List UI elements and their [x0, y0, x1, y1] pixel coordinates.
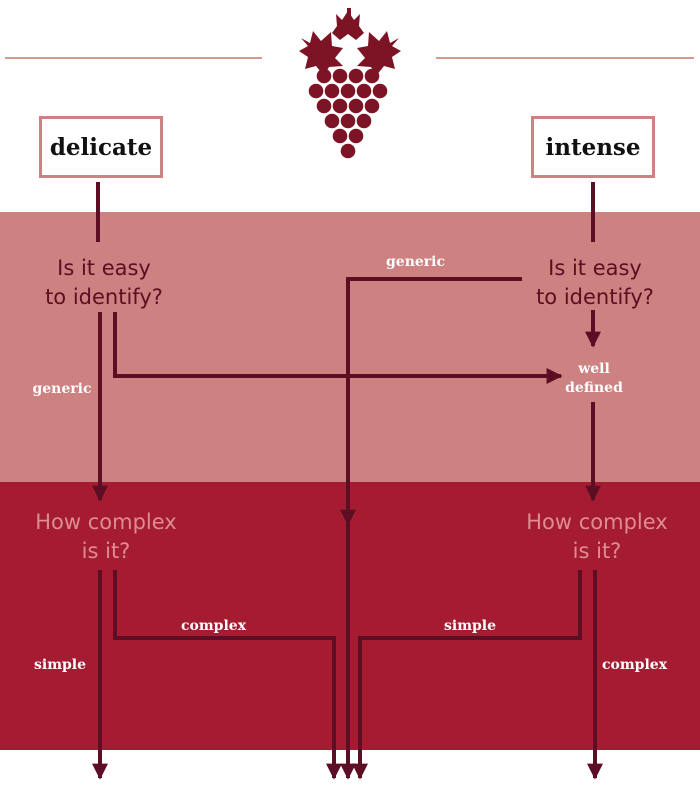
grape-cluster-icon — [299, 8, 401, 159]
complexity-question-right: How complex is it? — [507, 508, 687, 566]
arrow-well-defined — [113, 312, 563, 384]
delicate-label: delicate — [49, 133, 153, 161]
answer-line: defined — [565, 380, 623, 396]
answer-line: well — [578, 361, 610, 377]
answer-simple-right: simple — [444, 618, 497, 634]
question-line: to identify? — [45, 285, 163, 309]
right-divider-line — [436, 57, 694, 59]
intense-label: intense — [545, 133, 641, 161]
intense-box: intense — [531, 116, 655, 178]
complexity-question-left: How complex is it? — [16, 508, 196, 566]
answer-generic-left: generic — [32, 381, 92, 397]
answer-simple-left: simple — [34, 657, 87, 673]
question-line: is it? — [572, 539, 622, 563]
identify-question-right: Is it easy to identify? — [505, 254, 685, 312]
left-divider-line — [5, 57, 262, 59]
question-line: How complex — [526, 510, 668, 534]
answer-complex-right: complex — [602, 657, 668, 673]
delicate-box: delicate — [39, 116, 163, 178]
question-line: to identify? — [536, 285, 654, 309]
question-line: is it? — [81, 539, 131, 563]
identify-question-left: Is it easy to identify? — [14, 254, 194, 312]
answer-complex-left: complex — [181, 618, 247, 634]
question-line: How complex — [35, 510, 177, 534]
question-line: Is it easy — [548, 256, 642, 280]
arrow-complex-left — [113, 570, 342, 780]
question-line: Is it easy — [57, 256, 151, 280]
answer-well-defined: well defined — [555, 360, 633, 398]
answer-generic-center: generic — [386, 254, 446, 270]
arrow-generic-center — [340, 277, 522, 526]
arrow-simple-right — [352, 570, 582, 780]
